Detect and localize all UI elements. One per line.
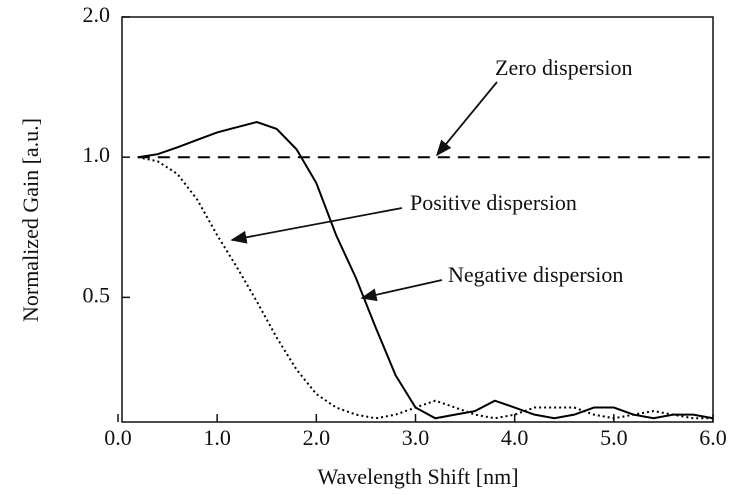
series-label: Positive dispersion <box>410 190 577 215</box>
series-label: Zero dispersion <box>495 55 632 80</box>
label-arrow <box>230 207 403 244</box>
y-tick-label: 0.5 <box>83 282 111 307</box>
x-tick-label: 5.0 <box>600 425 628 450</box>
x-tick-label: 3.0 <box>402 425 430 450</box>
series-line <box>137 120 714 420</box>
x-tick-label: 2.0 <box>303 425 331 450</box>
y-tick-label: 2.0 <box>83 2 111 27</box>
x-axis-title: Wavelength Shift [nm] <box>317 464 518 489</box>
series-line <box>137 156 713 420</box>
plot-frame <box>121 16 714 423</box>
x-tick-label: 0.0 <box>104 425 132 450</box>
x-tick-label: 1.0 <box>203 425 231 450</box>
x-tick-label: 4.0 <box>501 425 529 450</box>
label-arrow <box>360 279 443 302</box>
series-label: Negative dispersion <box>448 262 623 287</box>
y-axis-title: Normalized Gain [a.u.] <box>18 118 43 322</box>
label-arrow <box>435 81 498 157</box>
x-tick-label: 6.0 <box>699 425 727 450</box>
y-tick-label: 1.0 <box>83 142 111 167</box>
